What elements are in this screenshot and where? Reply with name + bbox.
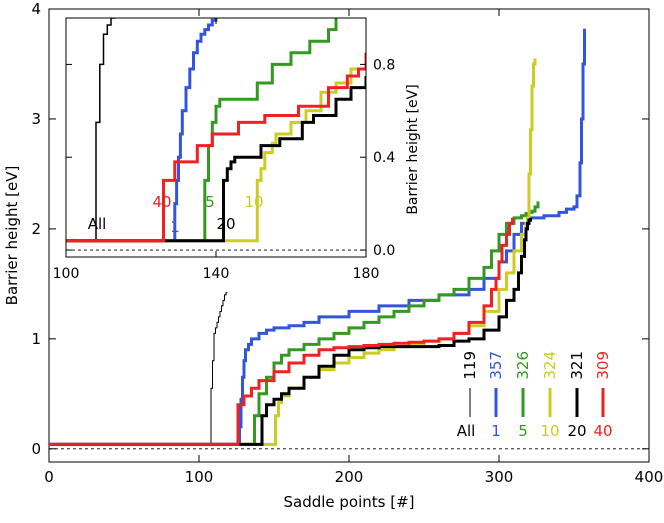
inset-plot: 100 140 180 0.00.40.8 Barrier height [eV] …: [53, 17, 421, 282]
legend-count-10: 324: [541, 351, 559, 380]
main-x-ticks: 0 100 200 300 400: [44, 9, 663, 486]
y-tick-label: 1: [31, 330, 41, 348]
inset-x-tick-label: 140: [203, 266, 230, 282]
legend-count-All: 119: [461, 351, 479, 380]
inset-series-labels: All 1 5 10 20 40: [88, 193, 264, 236]
inset-series: [66, 18, 366, 243]
inset-x-ticks: 100 140 180: [53, 18, 380, 282]
y-axis-label: Barrier height [eV]: [3, 166, 21, 306]
main-y-ticks: 0 1 2 3 4: [31, 0, 649, 458]
x-tick-label: 400: [635, 468, 664, 486]
legend-count-20: 321: [568, 351, 586, 380]
inset-y-axis-label: Barrier height [eV]: [405, 84, 421, 214]
inset-label-5: 5: [205, 193, 215, 211]
y-tick-label: 0: [31, 440, 41, 458]
inset-series-line-40: [66, 52, 366, 243]
legend-name-10: 10: [540, 422, 559, 440]
legend-count-5: 326: [514, 351, 532, 380]
main-series: [49, 28, 586, 446]
y-tick-label: 4: [31, 0, 41, 18]
legend-count-1: 357: [487, 351, 505, 380]
inset-y-tick-label: 0.4: [373, 150, 395, 166]
inset-series-line-10: [66, 59, 366, 243]
main-plot: 0 100 200 300 400 0 1 2 3 4 Saddle points [#] Ba…: [3, 0, 663, 511]
x-axis-label: Saddle points [#]: [283, 493, 414, 511]
y-tick-label: 2: [31, 220, 41, 238]
series-line-40: [49, 217, 514, 446]
inset-label-20: 20: [216, 215, 235, 233]
inset-background: [66, 18, 366, 257]
x-tick-label: 300: [485, 468, 514, 486]
series-line-All: [49, 292, 228, 445]
legend-name-5: 5: [518, 422, 528, 440]
series-line-5: [49, 201, 540, 446]
inset-y-ticks: 0.0 0.4 0.8: [66, 57, 395, 259]
inset-x-tick-label: 180: [353, 266, 380, 282]
inset-y-tick-label: 0.8: [373, 57, 395, 73]
legend-name-1: 1: [491, 422, 501, 440]
legend-name-40: 40: [593, 422, 612, 440]
inset-series-line-20: [66, 76, 366, 243]
inset-series-line-All: [66, 18, 116, 242]
legend-name-All: All: [457, 422, 476, 440]
inset-label-40: 40: [152, 193, 171, 211]
inset-series-line-1: [66, 18, 218, 243]
y-tick-label: 3: [31, 110, 41, 128]
inset-y-tick-label: 0.0: [373, 243, 395, 259]
x-tick-label: 100: [185, 468, 214, 486]
inset-label-All: All: [88, 215, 107, 233]
inset-label-1: 1: [170, 218, 180, 236]
inset-label-10: 10: [244, 193, 263, 211]
legend: 119 All 357 1 326 5 324 10 321 20 309 40: [457, 351, 613, 440]
legend-name-20: 20: [567, 422, 586, 440]
inset-x-tick-label: 100: [53, 266, 80, 282]
legend-count-40: 309: [594, 351, 612, 380]
series-line-20: [49, 217, 532, 446]
x-tick-label: 200: [335, 468, 364, 486]
x-tick-label: 0: [44, 468, 54, 486]
